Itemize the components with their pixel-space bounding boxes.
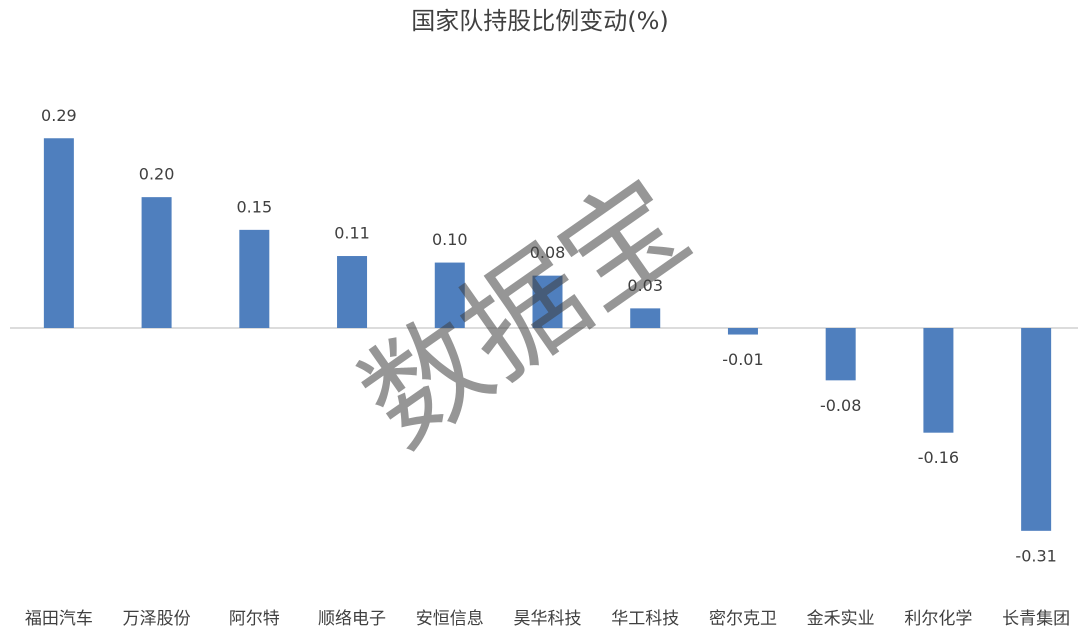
- x-tick-label: 阿尔特: [229, 609, 280, 629]
- data-label: -0.31: [1015, 546, 1056, 565]
- bar: [532, 275, 563, 328]
- bar: [727, 328, 758, 335]
- bar: [923, 328, 954, 433]
- x-tick-label: 安恒信息: [416, 609, 484, 629]
- bar: [141, 197, 172, 328]
- bar: [434, 262, 465, 328]
- data-label: -0.01: [722, 350, 763, 369]
- data-label: 0.11: [334, 224, 370, 243]
- x-tick-label: 利尔化学: [904, 609, 972, 629]
- bar: [239, 229, 270, 328]
- x-tick-label: 长青集团: [1002, 609, 1070, 629]
- data-label: 0.29: [41, 106, 77, 125]
- x-tick-label: 密尔克卫: [709, 609, 777, 629]
- x-tick-label: 华工科技: [611, 609, 679, 629]
- bar: [825, 328, 856, 381]
- bar: [43, 138, 74, 328]
- data-label: 0.15: [237, 197, 273, 216]
- x-tick-label: 福田汽车: [25, 609, 93, 629]
- x-tick-label: 金禾实业: [807, 609, 875, 629]
- bar: [1021, 328, 1052, 531]
- x-tick-label: 昊华科技: [514, 609, 582, 629]
- bar: [630, 308, 661, 328]
- data-label: -0.08: [820, 396, 861, 415]
- chart-title: 国家队持股比例变动(%): [411, 7, 669, 35]
- data-label: 0.03: [627, 276, 663, 295]
- data-label: 0.20: [139, 165, 175, 184]
- data-label: -0.16: [918, 448, 959, 467]
- data-label: 0.10: [432, 230, 468, 249]
- bar: [337, 256, 368, 328]
- data-label: 0.08: [530, 243, 566, 262]
- x-tick-label: 顺络电子: [318, 609, 386, 629]
- x-tick-label: 万泽股份: [123, 609, 191, 629]
